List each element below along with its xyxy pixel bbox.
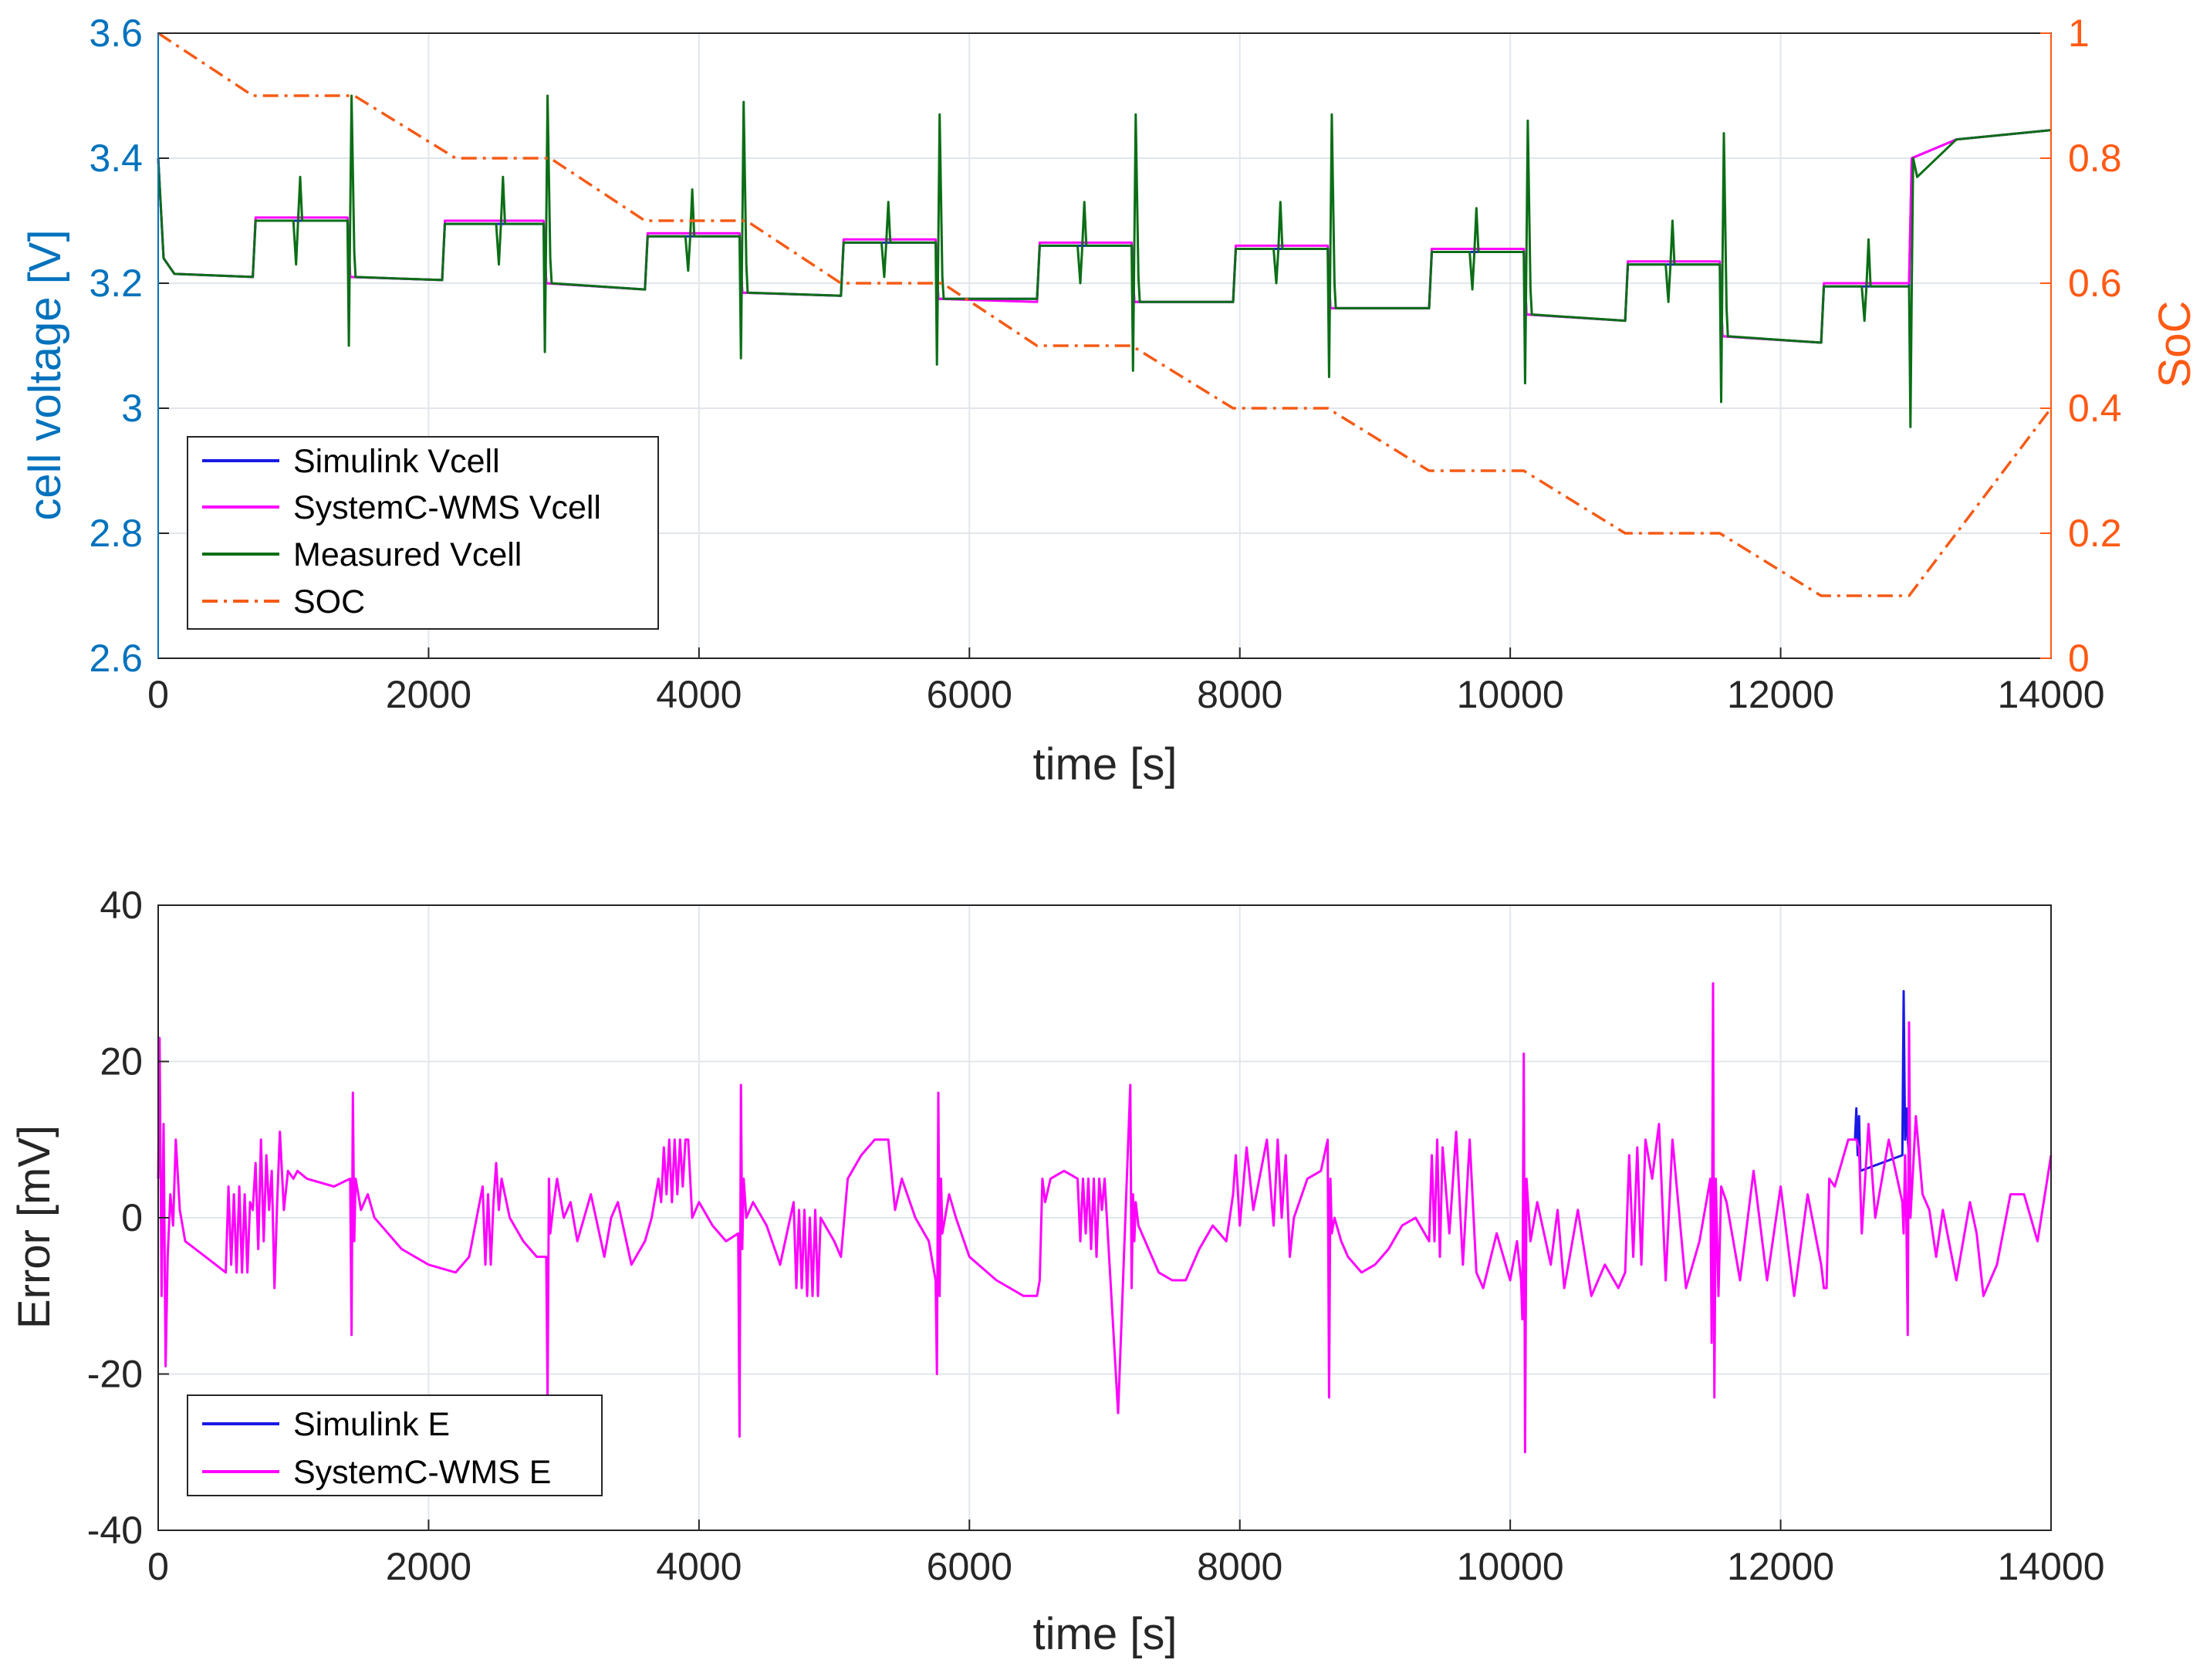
y-tick-label: 0 — [121, 1196, 143, 1239]
y-tick-label: 20 — [100, 1040, 143, 1083]
x-tick-label: 12000 — [1727, 1545, 1834, 1588]
error-chart: 0 2000 4000 6000 8000 10000 12000 14000 -40 -20 0 2… — [9, 884, 2105, 1659]
x-tick-label: 6000 — [927, 1545, 1012, 1588]
x-tick-label: 4000 — [656, 1545, 742, 1588]
x-tick-label: 8000 — [1197, 1545, 1282, 1588]
voltage-chart-series — [157, 32, 2053, 597]
y-right-tick-label: 0.2 — [2068, 512, 2122, 555]
y-tick-label: -20 — [87, 1353, 143, 1396]
y-tick-label: 2.6 — [89, 637, 143, 680]
x-tick-label: 14000 — [1997, 673, 2104, 716]
voltage-chart-ylabel-right: SoC — [2150, 301, 2200, 388]
x-tick-label: 10000 — [1457, 673, 1564, 716]
y-right-tick-label: 0 — [2068, 637, 2090, 680]
y-right-tick-label: 0.6 — [2068, 262, 2122, 305]
error-chart-ylabel: Error [mV] — [9, 1125, 59, 1329]
x-tick-label: 8000 — [1197, 673, 1282, 716]
x-tick-label: 10000 — [1457, 1545, 1564, 1588]
error-chart-xlabel: time [s] — [1033, 1609, 1178, 1659]
voltage-chart-ticks: 0 2000 4000 6000 8000 10000 12000 14000 2.6 2.8 3 3… — [89, 12, 2121, 716]
legend-label-simulink-vcell: Simulink Vcell — [293, 443, 500, 480]
legend-label-systemc-e: SystemC-WMS E — [293, 1454, 551, 1491]
y-right-tick-label: 1 — [2068, 12, 2090, 55]
error-chart-ticks: 0 2000 4000 6000 8000 10000 12000 14000 -40 -20 0 2… — [87, 884, 2105, 1588]
series-line-measured-vcell — [157, 94, 2052, 428]
x-tick-label: 0 — [147, 1545, 169, 1588]
x-tick-label: 0 — [147, 673, 169, 716]
series-line-systemc-wms-e — [157, 982, 2053, 1454]
x-tick-label: 2000 — [386, 673, 471, 716]
y-tick-label: 3.2 — [89, 262, 143, 305]
voltage-chart-ylabel: cell voltage [V] — [20, 229, 70, 520]
error-chart-legend: Simulink E SystemC-WMS E — [187, 1394, 603, 1496]
voltage-chart-xlabel: time [s] — [1033, 739, 1178, 789]
error-chart-series — [157, 982, 2053, 1454]
series-line-soc — [157, 32, 2053, 597]
legend-label-systemc-vcell: SystemC-WMS Vcell — [293, 489, 601, 526]
legend-label-soc: SOC — [293, 583, 365, 620]
y-tick-label: 3.6 — [89, 12, 143, 55]
y-tick-label: 3.4 — [89, 137, 143, 180]
y-tick-label: 3 — [121, 387, 143, 430]
x-tick-label: 6000 — [927, 673, 1012, 716]
y-tick-label: 40 — [100, 884, 143, 927]
y-right-tick-label: 0.8 — [2068, 137, 2122, 180]
legend-label-simulink-e: Simulink E — [293, 1406, 450, 1443]
legend-label-measured-vcell: Measured Vcell — [293, 536, 522, 573]
voltage-chart: 0 2000 4000 6000 8000 10000 12000 14000 2.6 2.8 3 3… — [20, 12, 2200, 789]
y-tick-label: 2.8 — [89, 512, 143, 555]
voltage-chart-legend: Simulink Vcell SystemC-WMS Vcell Measure… — [187, 436, 659, 630]
x-tick-label: 2000 — [386, 1545, 471, 1588]
x-tick-label: 14000 — [1997, 1545, 2104, 1588]
x-tick-label: 4000 — [656, 673, 742, 716]
legend-box — [187, 436, 659, 630]
y-right-tick-label: 0.4 — [2068, 387, 2122, 430]
x-tick-label: 12000 — [1727, 673, 1834, 716]
y-tick-label: -40 — [87, 1509, 143, 1552]
legend-box — [187, 1394, 603, 1496]
